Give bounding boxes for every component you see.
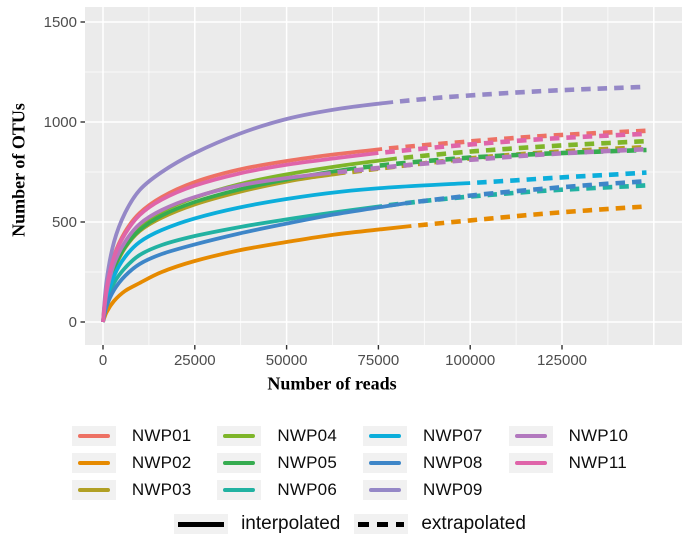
legend-key-line xyxy=(77,434,110,438)
legend-item: NWP09 xyxy=(363,480,483,500)
legend-key xyxy=(174,514,229,534)
legend-key-line xyxy=(223,461,256,465)
linetype-label: extrapolated xyxy=(421,513,526,534)
y-tick-label: 0 xyxy=(69,314,77,331)
series-line-nwp09-interpolated xyxy=(101,100,394,323)
legend-item-label: NWP07 xyxy=(423,426,483,445)
legend-item: NWP05 xyxy=(217,453,337,473)
legend-item-label: NWP08 xyxy=(423,453,483,472)
legend-item-label: NWP06 xyxy=(277,480,337,499)
series-legend: NWP01 NWP02 NWP03 NWP04 NWP05 NWP06 NWP0… xyxy=(71,426,629,500)
series-line-nwp07-interpolated xyxy=(101,181,471,323)
legend-key-line xyxy=(77,461,110,465)
series-line-nwp09-extrapolated xyxy=(392,84,647,105)
series-line-nwp11-interpolated xyxy=(101,151,379,323)
legend-item: NWP11 xyxy=(508,453,629,473)
dashed-line-key xyxy=(358,521,405,527)
series-line-nwp08-interpolated xyxy=(101,200,412,323)
legend-key xyxy=(363,453,407,473)
legend-item-extrapolated: extrapolated xyxy=(354,513,526,535)
legend-key-line xyxy=(369,434,401,438)
legend-item: NWP04 xyxy=(217,426,337,446)
y-axis-title: Number of OTUs xyxy=(8,103,29,237)
plot-panel xyxy=(85,7,682,345)
series-line-nwp08-extrapolated xyxy=(411,178,647,205)
legend-item-label: NWP01 xyxy=(131,426,192,445)
series-line-nwp10-extrapolated xyxy=(330,146,647,176)
legend-key-line xyxy=(369,461,401,465)
legend-key-line xyxy=(514,461,547,465)
series-line-nwp02-extrapolated xyxy=(411,204,647,229)
legend-key xyxy=(363,480,407,500)
x-tick-label: 100000 xyxy=(445,352,495,369)
legend-key-line xyxy=(514,434,547,438)
legend-item: NWP07 xyxy=(363,426,483,446)
x-tick-label: 125000 xyxy=(537,352,587,369)
linetype-legend: interpolated extrapolated xyxy=(0,513,700,535)
legend-item: NWP03 xyxy=(71,480,192,500)
series-line-nwp11-extrapolated xyxy=(378,131,647,156)
legend-key xyxy=(354,514,409,534)
legend-key xyxy=(508,453,553,473)
legend-item-label: NWP05 xyxy=(277,453,337,472)
legend-key xyxy=(71,453,116,473)
legend-item-interpolated: interpolated xyxy=(174,513,340,535)
x-tick-label: 75000 xyxy=(358,352,400,369)
series-line-nwp06-extrapolated xyxy=(381,183,647,209)
legend-key xyxy=(217,426,262,446)
x-tick-label: 0 xyxy=(99,352,107,369)
plot-svg: 0 25000 50000 75000 100000 125000 0 500 1000 1500 xyxy=(44,7,682,369)
legend-item-label: NWP03 xyxy=(131,480,192,499)
legend-key xyxy=(217,453,262,473)
legend-item-label: NWP02 xyxy=(131,453,192,472)
legend-item-label: NWP09 xyxy=(423,480,483,499)
linetype-label: interpolated xyxy=(241,513,341,534)
x-tick-label: 25000 xyxy=(174,352,216,369)
x-axis-title: Number of reads xyxy=(267,373,397,394)
y-tick-label: 1500 xyxy=(44,14,77,31)
legend-item: NWP02 xyxy=(71,453,192,473)
legend-item: NWP08 xyxy=(363,453,483,473)
series-line-nwp01-extrapolated xyxy=(381,128,647,152)
legend-item-label: NWP10 xyxy=(568,426,629,445)
legend-key xyxy=(71,426,116,446)
legend-key xyxy=(363,426,407,446)
legend-key-line xyxy=(223,488,256,492)
legend-key-line xyxy=(223,434,256,438)
x-tick-label: 50000 xyxy=(266,352,308,369)
legend-item-label: NWP11 xyxy=(568,453,627,472)
series-line-nwp02-interpolated xyxy=(101,224,412,323)
series-line-nwp04-extrapolated xyxy=(396,138,647,161)
series-line-nwp07-extrapolated xyxy=(470,170,647,186)
solid-line-key xyxy=(178,521,225,527)
y-tick-label: 1000 xyxy=(44,114,77,131)
y-tick-label: 500 xyxy=(52,214,77,231)
legend-key-line xyxy=(369,488,401,492)
legend-item: NWP10 xyxy=(508,426,629,446)
legend-item: NWP01 xyxy=(71,426,192,446)
legend-key xyxy=(217,480,262,500)
legend-key xyxy=(508,426,553,446)
rarefaction-chart: 0 25000 50000 75000 100000 125000 0 500 1000 1500… xyxy=(8,7,682,394)
legend-item-label: NWP04 xyxy=(277,426,337,445)
series-line-nwp05-extrapolated xyxy=(356,147,647,171)
legend-key xyxy=(71,480,116,500)
legend-key-line xyxy=(77,488,110,492)
legend-item: NWP06 xyxy=(217,480,337,500)
